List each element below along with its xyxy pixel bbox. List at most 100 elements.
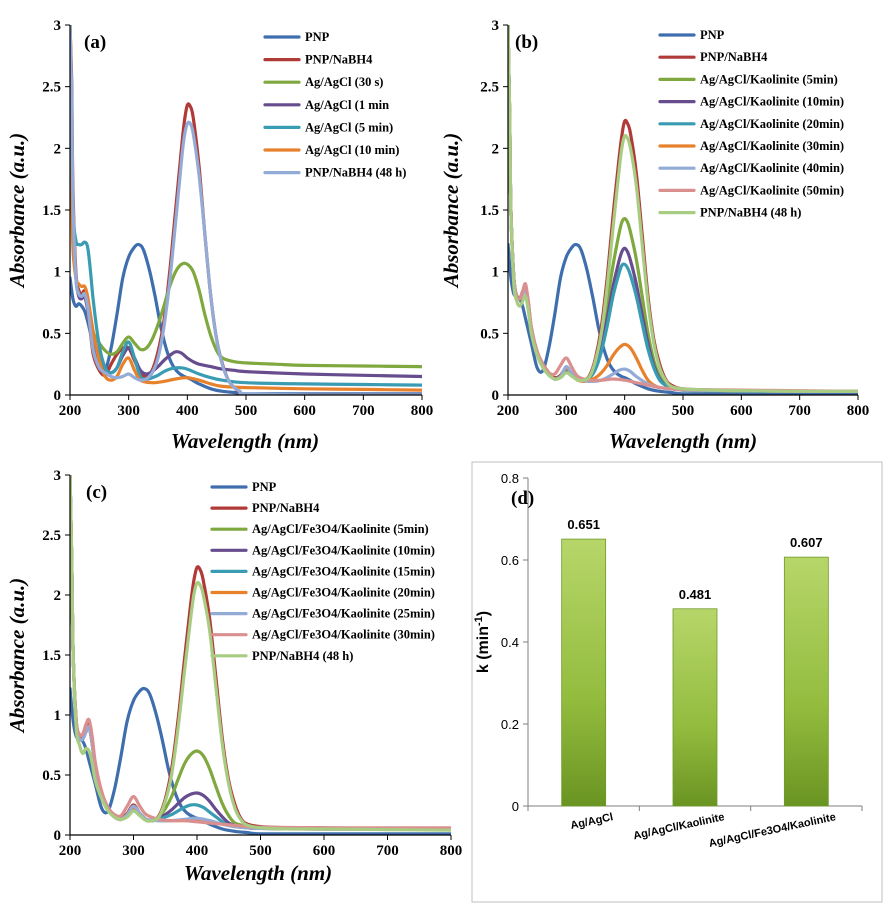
panel-b-legend-label-7: Ag/AgCl/Kaolinite (40min): [700, 161, 844, 175]
panel-b-legend-label-3: Ag/AgCl/Kaolinite (5min): [700, 72, 838, 86]
panel-b-plot: 0 0.5 1 1.5 2 2.5 3 200 300 400 500 600 700 800: [480, 18, 869, 419]
panel-c-xtick-label: 700: [376, 843, 399, 859]
panel-b-series-lines: [508, 25, 858, 395]
panel-d-ylabel-main: k (min: [475, 626, 492, 673]
panel-c-series-line-1: [70, 686, 451, 835]
panel-a-ytick-label: 2.5: [42, 80, 61, 96]
panel-a-series-line-1: [70, 242, 422, 395]
panel-b-series-line-8: [508, 25, 858, 393]
panel-a-series-line-5: [70, 25, 422, 387]
panel-b-xtick-label: 600: [730, 403, 753, 419]
panel-d-bar-2: [672, 608, 718, 807]
panel-c-legend-label-8: Ag/AgCl/Fe3O4/Kaolinite (30min): [252, 628, 435, 642]
panel-d-bar-1: [561, 538, 607, 807]
panel-a-legend-label-3: Ag/AgCl (30 s): [305, 75, 383, 89]
panel-d-ytick-label: 0: [512, 799, 519, 814]
panel-a-xtick-label: 500: [235, 403, 258, 419]
panel-a-series-line-7: [70, 25, 422, 395]
panel-a-label: (a): [84, 32, 106, 53]
panel-c-label: (c): [86, 482, 107, 503]
panel-d-bar-value-1: 0.651: [567, 517, 600, 532]
panel-b-legend-label-6: Ag/AgCl/Kaolinite (30min): [700, 139, 844, 153]
panel-a-xtick-label: 700: [352, 403, 375, 419]
panel-c-xtick-label: 200: [59, 843, 82, 859]
panel-b-xtick-label: 300: [555, 403, 578, 419]
panel-b-series-line-9: [508, 25, 858, 393]
panel-a-xtick-label: 600: [293, 403, 316, 419]
panel-c-xtick-label: 300: [122, 843, 145, 859]
panel-a-xtick-label: 800: [411, 403, 434, 419]
panel-c-ytick-label: 1: [54, 708, 62, 724]
panel-a: 0 0.5 1 1.5 2 2.5 3 200 300 400 500 600 700 800 (a) W…: [5, 18, 433, 453]
panel-d-label: (d): [511, 488, 534, 509]
panel-c-ylabel: Absorbance (a.u.): [5, 578, 29, 735]
panel-c-legend: PNP PNP/NaBH4 Ag/AgCl/Fe3O4/Kaolinite (5mi…: [210, 480, 435, 663]
panel-d-ylabel-sup: -1: [473, 616, 485, 626]
panel-b-legend-label-4: Ag/AgCl/Kaolinite (10min): [700, 95, 844, 109]
panel-b-legend-label-9: PNP/NaBH4 (48 h): [700, 206, 801, 220]
panel-d-bar-value-3: 0.607: [790, 535, 823, 550]
panel-d-ylabel-end: ): [475, 611, 492, 616]
panel-c-ytick-label: 0.5: [42, 768, 61, 784]
panel-b-ytick-label: 2: [492, 141, 500, 157]
panel-d-plot: 00.20.40.60.80.651Ag/AgCl0.481Ag/AgCl/Ka…: [501, 471, 863, 850]
panel-a-xtick-label: 400: [176, 403, 199, 419]
panel-d-ytick-label: 0.6: [501, 553, 519, 568]
panel-b-legend-label-2: PNP/NaBH4: [700, 50, 768, 64]
panel-c-xtick-label: 600: [313, 843, 336, 859]
panel-b-xtick-label: 500: [672, 403, 695, 419]
panel-a-series-lines: [70, 25, 422, 395]
panel-c-ytick-label: 3: [54, 468, 62, 484]
panel-b-legend: PNP PNP/NaBH4 Ag/AgCl/Kaolinite (5min) Ag/A…: [658, 28, 844, 220]
panel-c-ytick-label: 2.5: [42, 528, 61, 544]
panel-c-ytick-label: 2: [54, 588, 62, 604]
panel-c-series-line-9: [70, 475, 451, 832]
panel-c-xtick-label: 500: [249, 843, 272, 859]
panel-a-legend-label-1: PNP: [305, 30, 330, 44]
panel-a-xlabel: Wavelength (nm): [171, 429, 319, 453]
panel-b-ytick-label: 0: [492, 388, 500, 404]
panel-d-bar-3: [783, 556, 829, 807]
panel-c-legend-label-7: Ag/AgCl/Fe3O4/Kaolinite (25min): [252, 607, 435, 621]
panel-d-bar-value-2: 0.481: [679, 587, 712, 602]
panel-c-xlabel: Wavelength (nm): [184, 861, 332, 885]
panel-c-xtick-label: 800: [440, 843, 463, 859]
panel-a-plot: 0 0.5 1 1.5 2 2.5 3 200 300 400 500 600 700 800: [42, 18, 433, 419]
panel-b-xtick-label: 200: [497, 403, 520, 419]
panel-b-label: (b): [515, 32, 538, 53]
panel-a-xtick-label: 200: [59, 403, 82, 419]
panel-c-series-line-8: [70, 475, 451, 830]
panel-c-legend-label-5: Ag/AgCl/Fe3O4/Kaolinite (15min): [252, 564, 435, 578]
panel-a-ytick-label: 1.5: [42, 203, 61, 219]
panel-d-frame: [471, 461, 883, 903]
panel-a-legend-label-2: PNP/NaBH4: [305, 53, 373, 67]
panel-b-legend-label-1: PNP: [700, 28, 725, 42]
panel-a-legend-label-7: PNP/NaBH4 (48 h): [305, 166, 406, 180]
panel-a-ylabel: Absorbance (a.u.): [5, 133, 29, 290]
panel-d-category-label-1: Ag/AgCl: [569, 811, 614, 832]
panel-a-xtick-label: 300: [117, 403, 140, 419]
panel-d-category-label-3: Ag/AgCl/Fe3O4/Kaolinite: [708, 811, 837, 850]
panel-c-xtick-label: 400: [186, 843, 209, 859]
panel-d-ytick-label: 0.4: [501, 635, 519, 650]
panel-d-ytick-label: 0.8: [501, 471, 519, 486]
panel-c-legend-label-4: Ag/AgCl/Fe3O4/Kaolinite (10min): [252, 543, 435, 557]
panel-b-legend-label-8: Ag/AgCl/Kaolinite (50min): [700, 183, 844, 197]
panel-b-ytick-label: 2.5: [480, 80, 499, 96]
panel-b: 0 0.5 1 1.5 2 2.5 3 200 300 400 500 600 700 800 (b) W…: [439, 18, 869, 453]
panel-a-ytick-label: 0: [54, 388, 62, 404]
panel-c-ytick-label: 0: [54, 828, 62, 844]
panel-b-legend-label-5: Ag/AgCl/Kaolinite (20min): [700, 117, 844, 131]
panel-a-legend-label-4: Ag/AgCl (1 min: [305, 98, 389, 112]
panel-c-plot: 0 0.5 1 1.5 2 2.5 3 200 300 400 500 600 700 800: [42, 468, 462, 859]
panel-c-legend-label-9: PNP/NaBH4 (48 h): [252, 649, 353, 663]
panel-c-legend-label-1: PNP: [252, 480, 277, 494]
panel-b-xtick-label: 700: [788, 403, 811, 419]
panel-b-ytick-label: 1: [492, 265, 500, 281]
panel-a-series-line-4: [70, 25, 422, 379]
panel-a-legend-label-6: Ag/AgCl (10 min): [305, 143, 399, 157]
panel-d-ytick-label: 0.2: [501, 717, 519, 732]
panel-b-ytick-label: 0.5: [480, 326, 499, 342]
panel-a-ytick-label: 3: [54, 18, 62, 34]
